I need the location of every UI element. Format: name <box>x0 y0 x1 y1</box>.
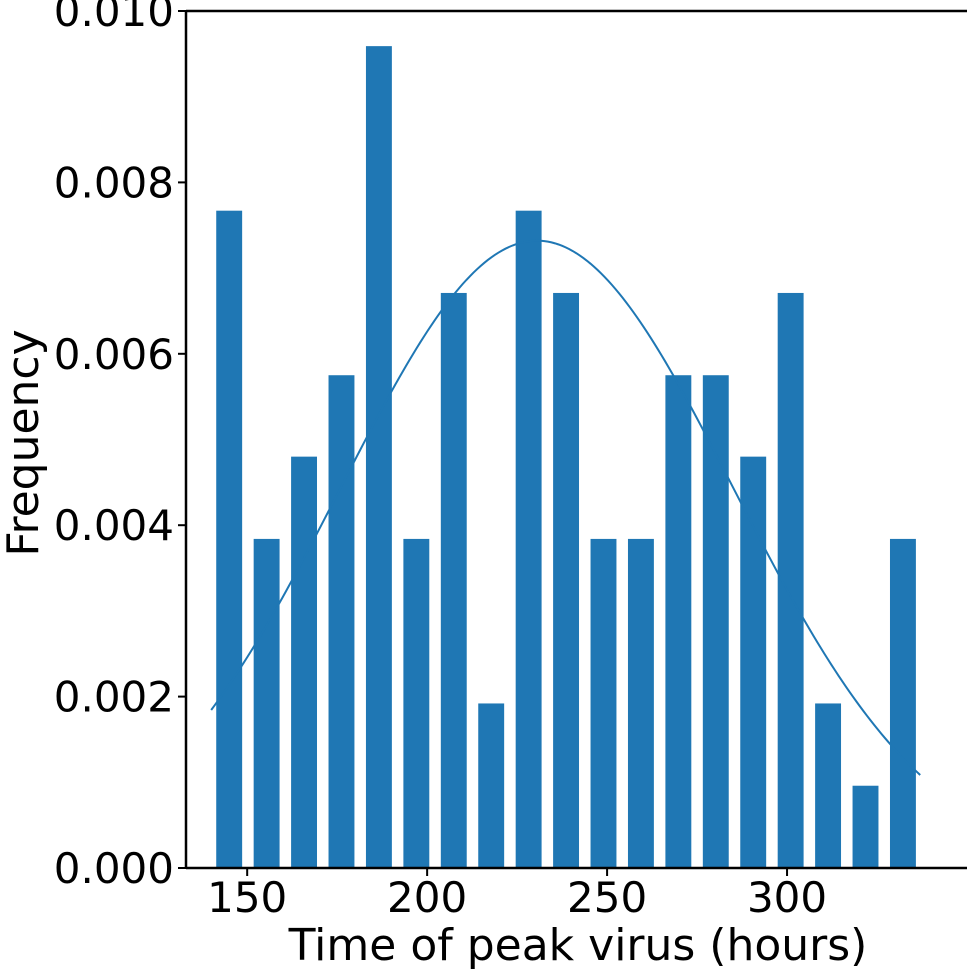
bar-18 <box>889 538 916 868</box>
x-tick-label-0: 150 <box>207 873 287 922</box>
bar-1 <box>253 538 280 868</box>
bar-6 <box>440 292 467 868</box>
bar-4 <box>365 46 392 868</box>
bar-2 <box>291 456 318 868</box>
x-axis-label: Time of peak virus (hours) <box>288 920 868 969</box>
bar-10 <box>590 538 617 868</box>
x-tick-label-2: 250 <box>567 873 647 922</box>
y-tick-label-5: 0.010 <box>54 0 174 36</box>
bar-3 <box>328 375 355 868</box>
x-tick-label-1: 200 <box>387 873 467 922</box>
bar-17 <box>852 785 879 868</box>
bar-13 <box>702 375 729 868</box>
y-tick-label-1: 0.002 <box>54 673 174 722</box>
y-tick-label-4: 0.008 <box>54 158 174 207</box>
bar-8 <box>515 210 542 868</box>
bar-14 <box>740 456 767 868</box>
bars-layer <box>216 46 916 868</box>
bar-9 <box>553 292 580 868</box>
bar-0 <box>216 210 243 868</box>
x-tick-label-3: 300 <box>747 873 827 922</box>
bar-5 <box>403 538 430 868</box>
ticks-layer: 150 200 250 300 0.000 0.002 0.004 0.006 0.008 0.0… <box>54 0 827 922</box>
y-tick-label-0: 0.000 <box>54 844 174 893</box>
axes-layer <box>184 9 967 870</box>
y-tick-label-3: 0.006 <box>54 330 174 379</box>
bar-7 <box>478 703 505 868</box>
bar-16 <box>815 703 842 868</box>
y-tick-label-2: 0.004 <box>54 501 174 550</box>
y-axis-label: Frequency <box>0 329 49 556</box>
bar-11 <box>627 538 654 868</box>
fit-curve <box>210 239 921 776</box>
bar-12 <box>665 375 692 868</box>
